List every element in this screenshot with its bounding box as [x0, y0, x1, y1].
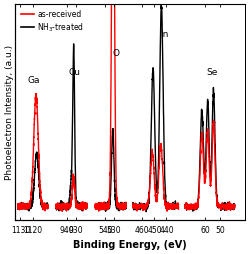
Legend: as-received, NH$_3$-treated: as-received, NH$_3$-treated — [19, 9, 86, 35]
Text: In: In — [160, 30, 168, 39]
Y-axis label: Photoelectron Intensity, (a.u.): Photoelectron Intensity, (a.u.) — [5, 45, 14, 180]
X-axis label: Binding Energy, (eV): Binding Energy, (eV) — [73, 239, 187, 249]
Text: Se: Se — [207, 68, 218, 77]
Text: Ga: Ga — [28, 76, 40, 85]
Text: O: O — [112, 49, 119, 58]
Text: Cu: Cu — [68, 68, 80, 77]
